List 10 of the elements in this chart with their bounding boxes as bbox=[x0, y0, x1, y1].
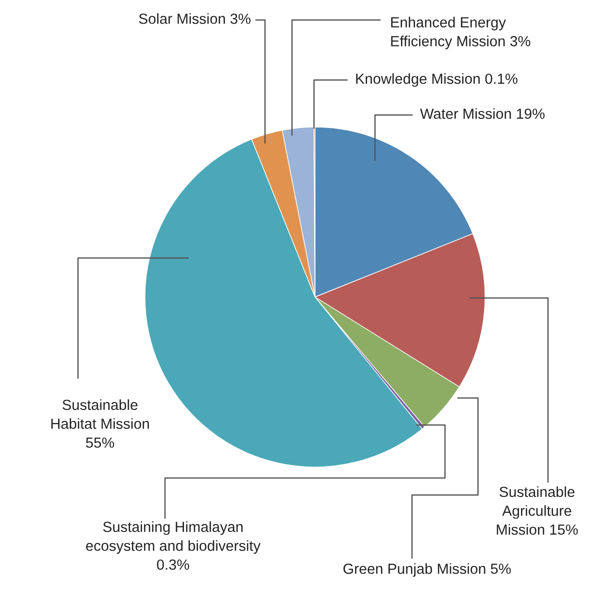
data-label: 0.3% bbox=[156, 559, 190, 570]
slice-label: Sustainable Agriculture Mission 15% bbox=[496, 486, 578, 535]
slice-label: Sustainable Habitat Mission bbox=[51, 399, 149, 429]
slice-label: Enhanced Energy Efficiency Mission 3% bbox=[391, 16, 530, 50]
slice-label: Water Mission 19% bbox=[420, 108, 545, 119]
data-label: 55% bbox=[86, 438, 114, 448]
slice-label: Sustaining Himalayan ecosystem and biodiversity bbox=[86, 521, 261, 554]
slice-label: Solar Mission 3% bbox=[139, 13, 250, 24]
slice-label: Knowledge Mission 0.1% bbox=[356, 73, 518, 87]
slice-label: Green Punjab Mission 5% bbox=[343, 563, 511, 577]
